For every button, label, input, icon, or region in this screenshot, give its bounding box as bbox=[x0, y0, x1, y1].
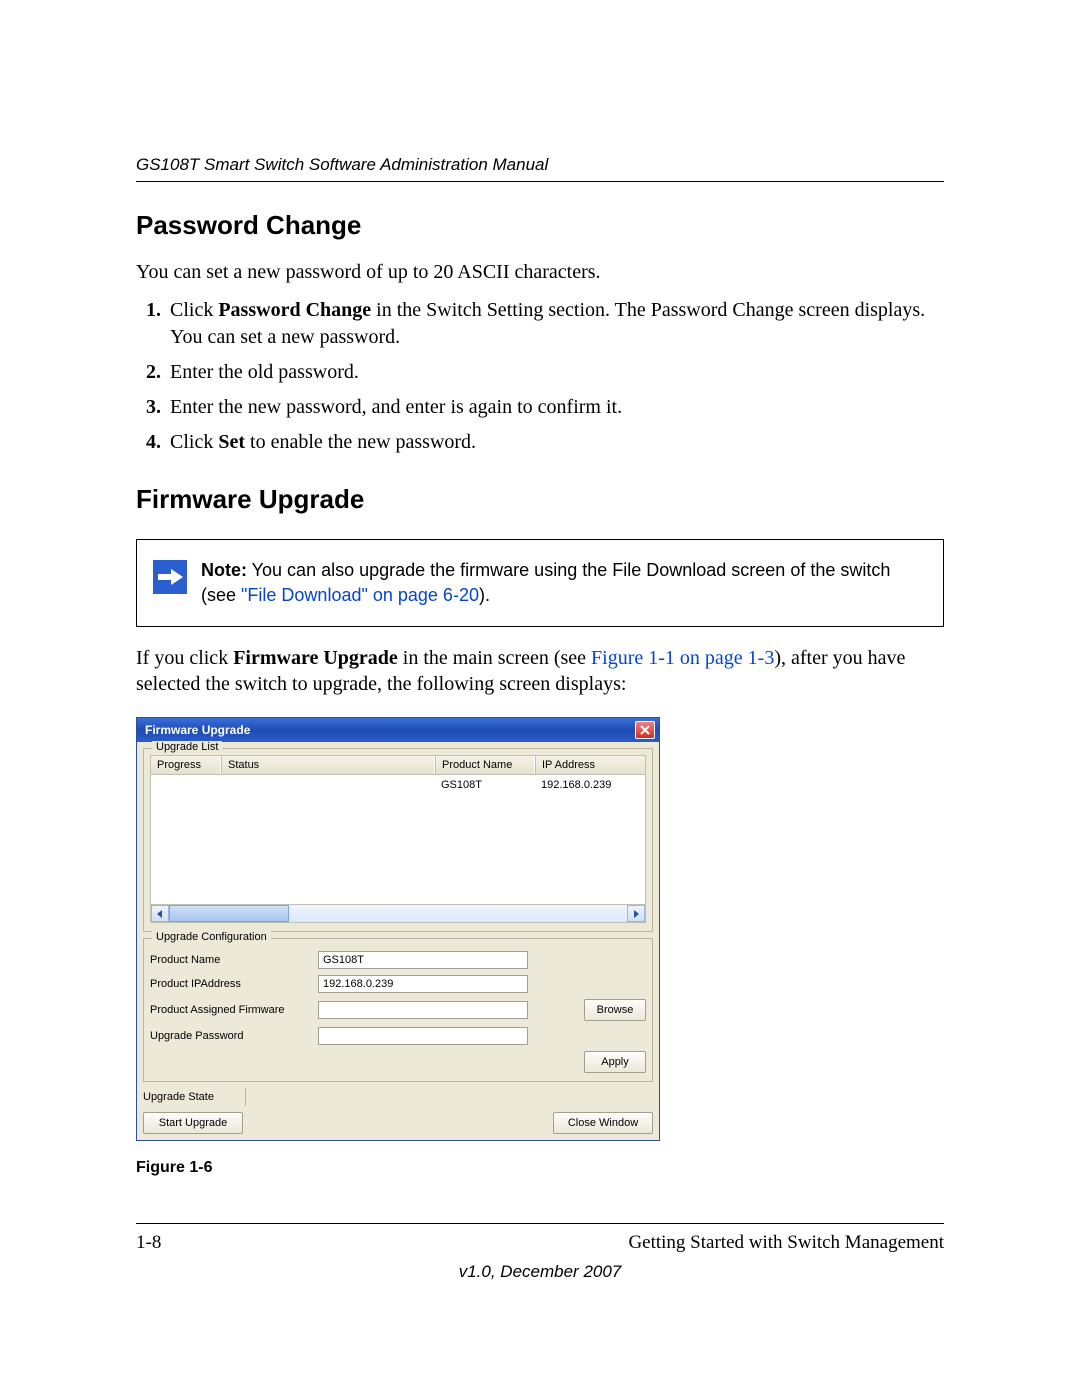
upgrade-list-fieldset: Upgrade List Progress Status Product Nam… bbox=[143, 748, 653, 932]
note-label: Note: bbox=[201, 560, 247, 580]
window-title: Firmware Upgrade bbox=[145, 723, 250, 737]
fw-para-link[interactable]: Figure 1-1 on page 1-3 bbox=[591, 647, 774, 669]
cell-progress bbox=[151, 777, 221, 793]
arrow-right-icon bbox=[153, 560, 187, 594]
note-text: Note: You can also upgrade the firmware … bbox=[201, 558, 923, 608]
horizontal-scrollbar[interactable] bbox=[150, 905, 646, 923]
label-upgrade-password: Upgrade Password bbox=[150, 1030, 310, 1042]
cell-ip-address: 192.168.0.239 bbox=[535, 777, 645, 793]
close-window-button[interactable]: Close Window bbox=[553, 1112, 653, 1134]
footer-version: v1.0, December 2007 bbox=[136, 1262, 944, 1282]
footer-rule bbox=[136, 1223, 944, 1224]
firmware-upgrade-window: Firmware Upgrade Upgrade List Progress S… bbox=[136, 717, 660, 1141]
upgrade-config-fieldset: Upgrade Configuration Product Name Produ… bbox=[143, 938, 653, 1082]
scroll-right-icon[interactable] bbox=[627, 905, 645, 922]
heading-password-change: Password Change bbox=[136, 210, 944, 241]
firmware-upgrade-para: If you click Firmware Upgrade in the mai… bbox=[136, 645, 944, 697]
col-status[interactable]: Status bbox=[221, 756, 435, 774]
figure-1-6: Firmware Upgrade Upgrade List Progress S… bbox=[136, 717, 944, 1177]
fw-para-c: in the main screen (see bbox=[398, 647, 591, 669]
col-progress[interactable]: Progress bbox=[151, 756, 221, 774]
note-box: Note: You can also upgrade the firmware … bbox=[136, 539, 944, 627]
table-row[interactable]: GS108T 192.168.0.239 bbox=[151, 775, 645, 795]
footer-section: Getting Started with Switch Management bbox=[628, 1232, 944, 1254]
input-product-name[interactable] bbox=[318, 951, 528, 969]
browse-button[interactable]: Browse bbox=[584, 999, 646, 1021]
label-upgrade-state: Upgrade State bbox=[143, 1091, 235, 1103]
note-link[interactable]: "File Download" on page 6-20 bbox=[241, 585, 479, 605]
scroll-thumb[interactable] bbox=[169, 905, 289, 922]
label-product-ip: Product IPAddress bbox=[150, 978, 310, 990]
password-change-steps: Click Password Change in the Switch Sett… bbox=[136, 297, 944, 456]
state-separator bbox=[245, 1088, 246, 1106]
step-1-text-b: Password Change bbox=[218, 299, 371, 321]
password-change-intro: You can set a new password of up to 20 A… bbox=[136, 259, 944, 285]
row-upgrade-password: Upgrade Password bbox=[150, 1027, 646, 1045]
grid-body[interactable]: GS108T 192.168.0.239 bbox=[150, 775, 646, 905]
input-upgrade-password[interactable] bbox=[318, 1027, 528, 1045]
upgrade-state-row: Upgrade State bbox=[143, 1088, 653, 1106]
row-product-name: Product Name bbox=[150, 951, 646, 969]
scroll-left-icon[interactable] bbox=[151, 905, 169, 922]
step-4-text-a: Click bbox=[170, 431, 218, 453]
step-1-text-a: Click bbox=[170, 299, 218, 321]
fw-para-a: If you click bbox=[136, 647, 233, 669]
step-4: Click Set to enable the new password. bbox=[166, 429, 944, 456]
window-bottom-row: Start Upgrade Close Window bbox=[143, 1112, 653, 1134]
running-header: GS108T Smart Switch Software Administrat… bbox=[136, 155, 944, 175]
upgrade-list-legend: Upgrade List bbox=[152, 741, 222, 753]
scroll-track[interactable] bbox=[169, 905, 627, 922]
step-4-text-b: Set bbox=[218, 431, 245, 453]
label-assigned-firmware: Product Assigned Firmware bbox=[150, 1004, 310, 1016]
col-ip-address[interactable]: IP Address bbox=[535, 756, 645, 774]
step-3: Enter the new password, and enter is aga… bbox=[166, 394, 944, 421]
footer-row: 1-8 Getting Started with Switch Manageme… bbox=[136, 1232, 944, 1254]
label-product-name: Product Name bbox=[150, 954, 310, 966]
fw-para-b: Firmware Upgrade bbox=[233, 647, 398, 669]
cell-status bbox=[221, 777, 435, 793]
figure-caption: Figure 1-6 bbox=[136, 1159, 944, 1177]
upgrade-config-legend: Upgrade Configuration bbox=[152, 931, 271, 943]
row-assigned-firmware: Product Assigned Firmware Browse bbox=[150, 999, 646, 1021]
page-number: 1-8 bbox=[136, 1232, 161, 1254]
step-2: Enter the old password. bbox=[166, 359, 944, 386]
step-1: Click Password Change in the Switch Sett… bbox=[166, 297, 944, 351]
step-4-text-c: to enable the new password. bbox=[245, 431, 476, 453]
window-titlebar: Firmware Upgrade bbox=[137, 718, 659, 742]
close-icon[interactable] bbox=[635, 721, 655, 739]
start-upgrade-button[interactable]: Start Upgrade bbox=[143, 1112, 243, 1134]
heading-firmware-upgrade: Firmware Upgrade bbox=[136, 484, 944, 515]
grid-header: Progress Status Product Name IP Address bbox=[150, 755, 646, 775]
input-product-ip[interactable] bbox=[318, 975, 528, 993]
apply-button[interactable]: Apply bbox=[584, 1051, 646, 1073]
row-product-ip: Product IPAddress bbox=[150, 975, 646, 993]
col-product-name[interactable]: Product Name bbox=[435, 756, 535, 774]
cell-product-name: GS108T bbox=[435, 777, 535, 793]
input-assigned-firmware[interactable] bbox=[318, 1001, 528, 1019]
config-actions: Apply bbox=[150, 1051, 646, 1073]
note-text-b: ). bbox=[479, 585, 490, 605]
header-rule bbox=[136, 181, 944, 182]
